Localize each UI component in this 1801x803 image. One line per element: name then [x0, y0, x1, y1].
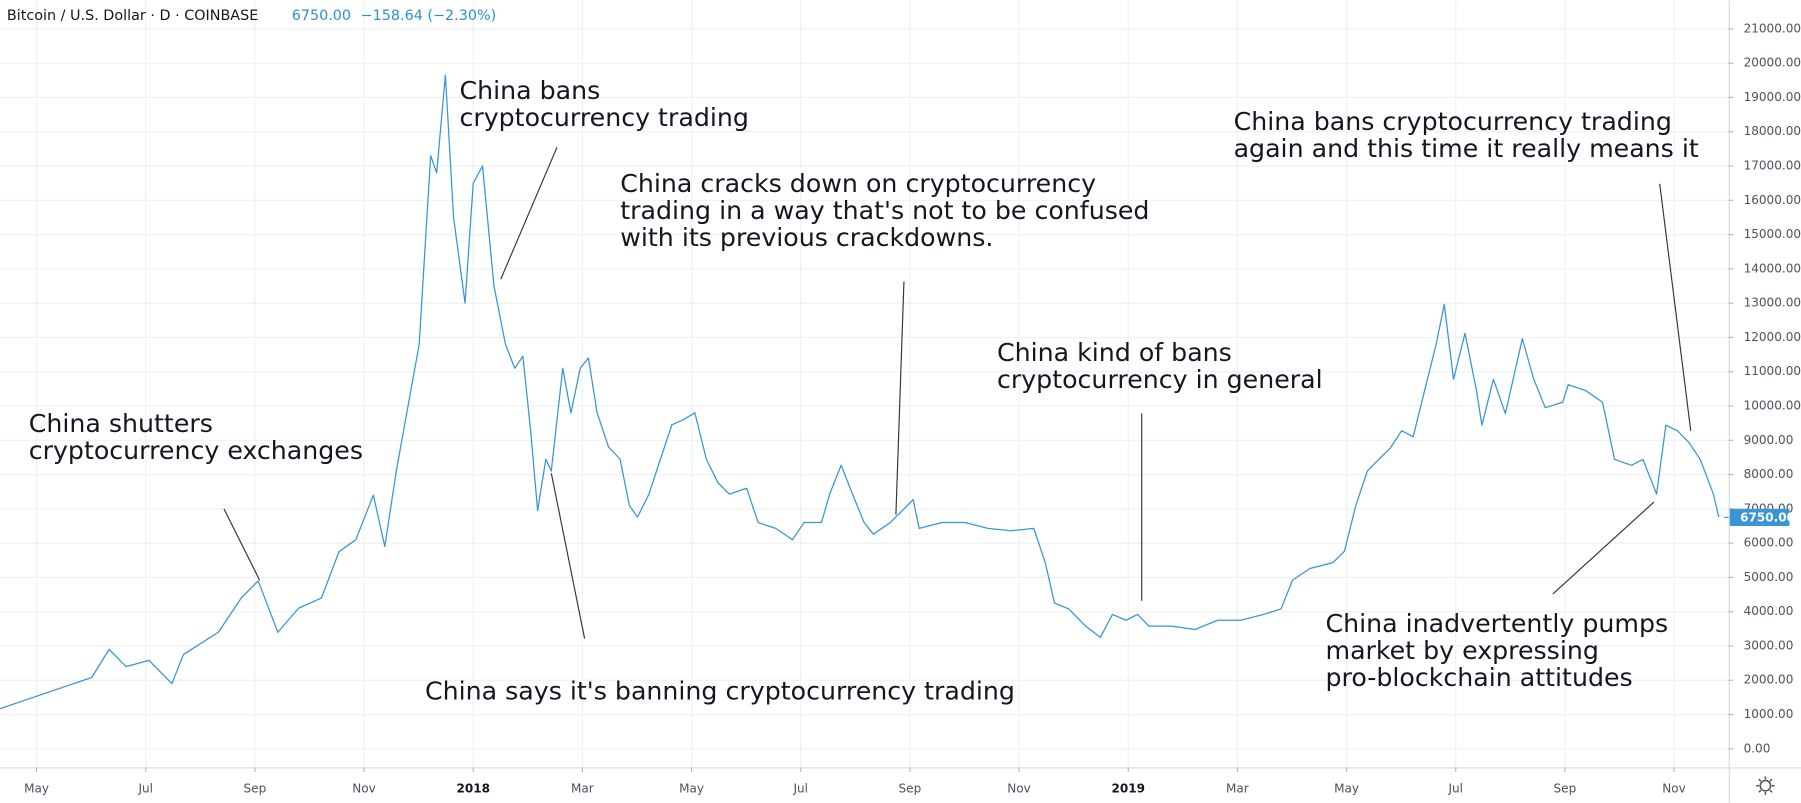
- y-tick-label: 8000.00: [1744, 467, 1794, 481]
- x-tick-label: Jul: [792, 782, 808, 796]
- annotation-text: China says it's banning cryptocurrency t…: [425, 677, 1015, 706]
- x-tick-label: May: [1334, 782, 1359, 796]
- y-tick-label: 6000.00: [1744, 536, 1794, 550]
- price-marker: [1729, 508, 1790, 527]
- y-tick-label: 19000.00: [1744, 90, 1801, 104]
- x-tick-label: Sep: [244, 782, 267, 796]
- annotation-text: pro-blockchain attitudes: [1325, 663, 1632, 692]
- y-tick-label: 5000.00: [1744, 570, 1794, 584]
- y-tick-label: 20000.00: [1744, 56, 1801, 70]
- y-tick-label: 15000.00: [1744, 227, 1801, 241]
- x-tick-label: May: [24, 782, 49, 796]
- x-tick-label: 2018: [456, 782, 490, 796]
- annotation-text: China bans: [459, 76, 600, 105]
- annotation-text: China cracks down on cryptocurrency: [620, 169, 1096, 198]
- settings-button[interactable]: [1756, 776, 1775, 795]
- annotation-leader: [550, 473, 586, 639]
- x-tick-label: Jul: [137, 782, 153, 796]
- y-tick-label: 2000.00: [1744, 673, 1794, 687]
- annotation-text: cryptocurrency trading: [459, 103, 748, 132]
- annotation-text: with its previous crackdowns.: [620, 223, 993, 252]
- annotation-text: cryptocurrency exchanges: [29, 436, 363, 465]
- annotation-leader: [1552, 501, 1655, 595]
- x-tick-label: Nov: [1662, 782, 1686, 796]
- x-tick-label: Sep: [1554, 782, 1577, 796]
- y-tick-label: 21000.00: [1744, 21, 1801, 35]
- y-tick-label: 9000.00: [1744, 433, 1794, 447]
- annotation-text: again and this time it really means it: [1234, 134, 1699, 163]
- annotation-text: China shutters: [29, 409, 213, 438]
- annotation-text: trading in a way that's not to be confus…: [620, 196, 1149, 225]
- x-tick-label: Nov: [352, 782, 376, 796]
- annotation-leader: [500, 146, 558, 280]
- price-line: [0, 74, 1720, 710]
- last-price: 6750.00: [292, 8, 351, 24]
- x-tick-label: Nov: [1007, 782, 1031, 796]
- y-tick-label: 10000.00: [1744, 398, 1801, 412]
- y-tick-label: 17000.00: [1744, 158, 1801, 172]
- grid: [0, 0, 1729, 768]
- y-tick-label: 16000.00: [1744, 193, 1801, 207]
- x-tick-label: Sep: [899, 782, 922, 796]
- annotation-text: market by expressing: [1325, 636, 1598, 665]
- annotation-leader: [1659, 183, 1692, 431]
- x-tick-label: May: [679, 782, 704, 796]
- y-tick-label: 18000.00: [1744, 124, 1801, 138]
- x-tick-label: Mar: [1226, 782, 1249, 796]
- symbol: Bitcoin / U.S. Dollar · D · COINBASE: [7, 8, 258, 24]
- annotation-text: China bans cryptocurrency trading: [1234, 107, 1672, 136]
- y-tick-label: 13000.00: [1744, 296, 1801, 310]
- y-tick-label: 4000.00: [1744, 604, 1794, 618]
- price-marker-label: 6750.00: [1740, 510, 1795, 524]
- annotation-text: China inadvertently pumps: [1325, 609, 1668, 638]
- x-tick-label: Jul: [1447, 782, 1463, 796]
- gear-icon: [1759, 779, 1772, 792]
- y-tick-label: 14000.00: [1744, 261, 1801, 275]
- annotation-text: cryptocurrency in general: [997, 365, 1323, 394]
- y-tick-label: 11000.00: [1744, 364, 1801, 378]
- annotation-text: China kind of bans: [997, 338, 1232, 367]
- price-change: −158.64 (−2.30%): [361, 8, 497, 24]
- y-tick-label: 1000.00: [1744, 707, 1794, 721]
- y-tick-label: 12000.00: [1744, 330, 1801, 344]
- x-tick-label: Mar: [571, 782, 594, 796]
- x-tick-label: 2019: [1111, 782, 1145, 796]
- y-tick-label: 0.00: [1744, 741, 1771, 755]
- annotation-leader: [895, 281, 905, 515]
- gear-teeth: [1756, 776, 1775, 795]
- annotation-leader: [223, 508, 261, 581]
- y-tick-label: 3000.00: [1744, 638, 1794, 652]
- plot: [0, 74, 1720, 710]
